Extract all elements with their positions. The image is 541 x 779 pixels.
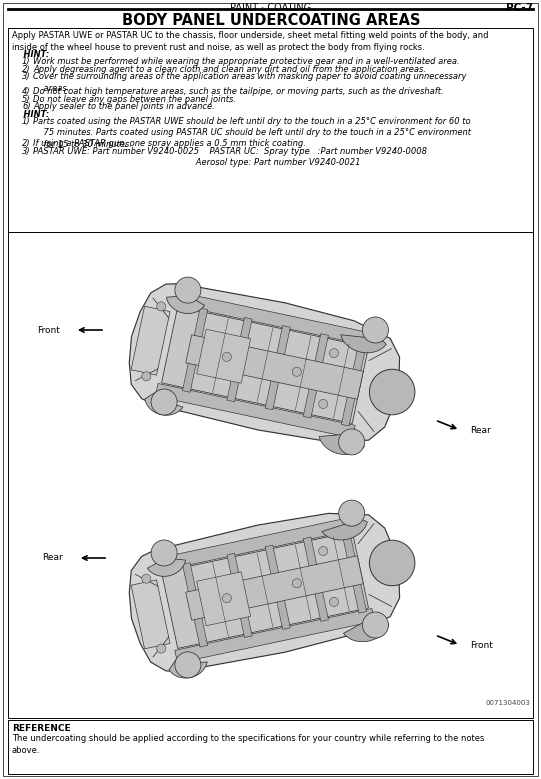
Polygon shape (304, 537, 328, 622)
Text: 1): 1) (22, 57, 31, 66)
Text: PASTAR UWE: Part number V9240-0025    PASTAR UC:  Spray type   :Part number V924: PASTAR UWE: Part number V9240-0025 PASTA… (33, 146, 427, 167)
Text: PC-7: PC-7 (506, 3, 533, 13)
Polygon shape (304, 333, 328, 418)
Bar (8, 720, 533, 774)
Polygon shape (265, 545, 291, 629)
Circle shape (329, 348, 339, 358)
Circle shape (142, 372, 151, 381)
Circle shape (362, 612, 388, 638)
Polygon shape (175, 292, 374, 347)
Text: Work must be performed while wearing the appropriate protective gear and in a we: Work must be performed while wearing the… (33, 57, 460, 66)
Text: If using a PASTAR gun, one spray applies a 0.5 mm thick coating.: If using a PASTAR gun, one spray applies… (33, 139, 306, 148)
Polygon shape (227, 553, 252, 637)
Circle shape (142, 574, 151, 583)
Circle shape (370, 369, 415, 414)
Polygon shape (145, 392, 183, 415)
Text: HINT:: HINT: (12, 110, 49, 118)
Polygon shape (129, 513, 400, 671)
Bar (8, 28, 533, 232)
Text: Apply sealer to the panel joints in advance.: Apply sealer to the panel joints in adva… (33, 102, 215, 111)
Text: 3): 3) (22, 146, 31, 156)
Circle shape (222, 352, 232, 361)
Circle shape (339, 500, 365, 526)
Text: Do not coat high temperature areas, such as the tailpipe, or moving parts, such : Do not coat high temperature areas, such… (33, 87, 444, 96)
Circle shape (156, 644, 166, 653)
Polygon shape (169, 658, 207, 678)
Text: 2): 2) (22, 65, 31, 73)
Polygon shape (322, 515, 367, 540)
Text: 6): 6) (22, 102, 31, 111)
Polygon shape (162, 531, 368, 648)
Text: Apply PASTAR UWE or PASTAR UC to the chassis, floor underside, sheet metal fitti: Apply PASTAR UWE or PASTAR UC to the cha… (12, 31, 489, 51)
Circle shape (329, 597, 339, 607)
Polygon shape (319, 434, 365, 454)
Text: 4): 4) (22, 87, 31, 96)
Polygon shape (167, 290, 204, 313)
Polygon shape (147, 557, 186, 576)
Text: Parts coated using the PASTAR UWE should be left until dry to the touch in a 25°: Parts coated using the PASTAR UWE should… (33, 117, 471, 149)
Polygon shape (131, 580, 170, 649)
Circle shape (319, 547, 328, 555)
Circle shape (151, 389, 177, 415)
Bar (8, 232, 533, 718)
Circle shape (292, 367, 301, 376)
Circle shape (339, 429, 365, 455)
Text: Cover the surrounding areas of the application areas with masking paper to avoid: Cover the surrounding areas of the appli… (33, 72, 466, 93)
Text: Do not leave any gaps between the panel joints.: Do not leave any gaps between the panel … (33, 94, 236, 104)
Polygon shape (155, 383, 355, 438)
Polygon shape (155, 517, 355, 572)
Text: 5): 5) (22, 94, 31, 104)
Text: Front: Front (37, 326, 60, 334)
Text: HINT:: HINT: (12, 50, 49, 59)
Polygon shape (186, 335, 364, 400)
Text: Apply degreasing agent to a clean cloth and clean any dirt and oil from the appl: Apply degreasing agent to a clean cloth … (33, 65, 426, 73)
Polygon shape (344, 617, 389, 642)
Circle shape (370, 540, 415, 586)
Polygon shape (129, 284, 400, 442)
Circle shape (156, 301, 166, 311)
Polygon shape (131, 306, 170, 375)
Polygon shape (162, 307, 368, 424)
Text: 0071304003: 0071304003 (485, 700, 530, 706)
Text: REFERENCE: REFERENCE (12, 724, 71, 733)
Text: BODY PANEL UNDERCOATING AREAS: BODY PANEL UNDERCOATING AREAS (122, 13, 420, 28)
Text: Rear: Rear (42, 554, 63, 562)
Polygon shape (341, 529, 367, 613)
Text: PAINT · COATING: PAINT · COATING (230, 3, 312, 13)
Polygon shape (341, 342, 367, 426)
Circle shape (362, 317, 388, 343)
Text: 1): 1) (22, 117, 31, 125)
Polygon shape (265, 326, 291, 410)
Polygon shape (175, 608, 374, 663)
Polygon shape (186, 555, 364, 620)
Polygon shape (182, 308, 208, 393)
Circle shape (175, 277, 201, 303)
Polygon shape (197, 330, 250, 383)
Circle shape (151, 540, 177, 566)
Polygon shape (197, 572, 250, 626)
Text: Front: Front (470, 640, 493, 650)
Text: Rear: Rear (470, 425, 491, 435)
Circle shape (222, 594, 232, 603)
Polygon shape (227, 318, 252, 402)
Polygon shape (182, 562, 208, 647)
Circle shape (319, 400, 328, 408)
Polygon shape (341, 332, 386, 353)
Text: 2): 2) (22, 139, 31, 148)
Text: 3): 3) (22, 72, 31, 81)
Text: The undercoating should be applied according to the specifications for your coun: The undercoating should be applied accor… (12, 734, 484, 755)
Circle shape (292, 579, 301, 588)
Circle shape (175, 652, 201, 678)
